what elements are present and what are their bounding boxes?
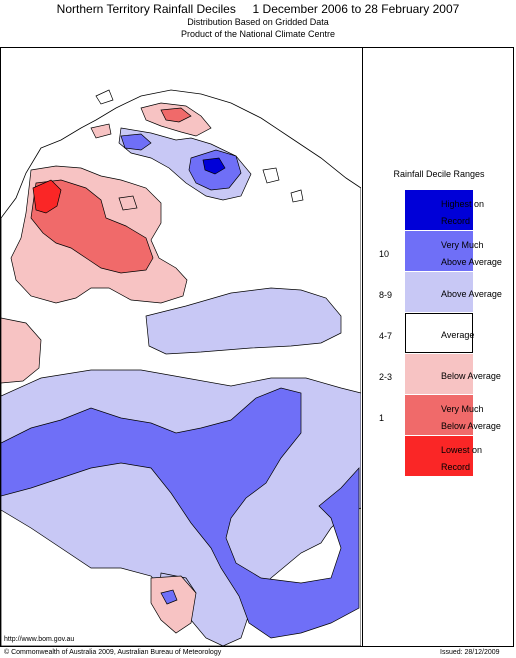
legend-swatch-very-much-above [405, 231, 473, 271]
map-frame [0, 47, 514, 647]
bom-url-link[interactable]: http://www.bom.gov.au [4, 636, 75, 643]
legend-label-very-much-below: Very Much Below Average [441, 404, 501, 431]
legend-label-above: Above Average [441, 289, 502, 299]
legend-label-below: Below Average [441, 371, 501, 381]
legend-code-below: 2-3 [379, 372, 393, 382]
legend-title: Rainfall Decile Ranges [393, 169, 485, 179]
legend-label-very-much-above: Very Much Above Average [441, 240, 502, 267]
map-title: Northern Territory Rainfall Deciles 1 De… [56, 2, 460, 16]
legend-divider [362, 47, 363, 647]
legend-swatch-below [405, 354, 473, 394]
map-subtitle: Distribution Based on Gridded Data [187, 17, 329, 27]
legend-swatch-very-much-below [405, 395, 473, 435]
map-subtitle-product: Product of the National Climate Centre [180, 29, 336, 39]
legend-swatch-lowest [405, 436, 473, 476]
legend-code-above: 8-9 [379, 290, 393, 300]
copyright-notice: © Commonwealth of Australia 2009, Austra… [4, 649, 222, 656]
legend-label-average: Average [441, 330, 475, 340]
issued-date: Issued: 28/12/2009 [440, 649, 500, 656]
legend-code-very-much-above: 10 [379, 249, 390, 259]
very-much-below-average-zones [30, 107, 192, 274]
legend-label-highest: Highest on Record [441, 199, 485, 226]
legend-swatch-above [405, 272, 473, 312]
legend-swatch-highest [405, 190, 473, 230]
lowest-on-record-zones [32, 179, 62, 214]
legend-code-very-much-below: 1 [379, 413, 385, 423]
legend-swatch-average [405, 313, 473, 353]
islands [95, 89, 304, 211]
rainfall-decile-map [1, 89, 361, 646]
highest-on-record-zones [202, 157, 226, 175]
legend-label-lowest: Lowest on Record [441, 445, 483, 472]
legend-code-average: 4-7 [379, 331, 393, 341]
